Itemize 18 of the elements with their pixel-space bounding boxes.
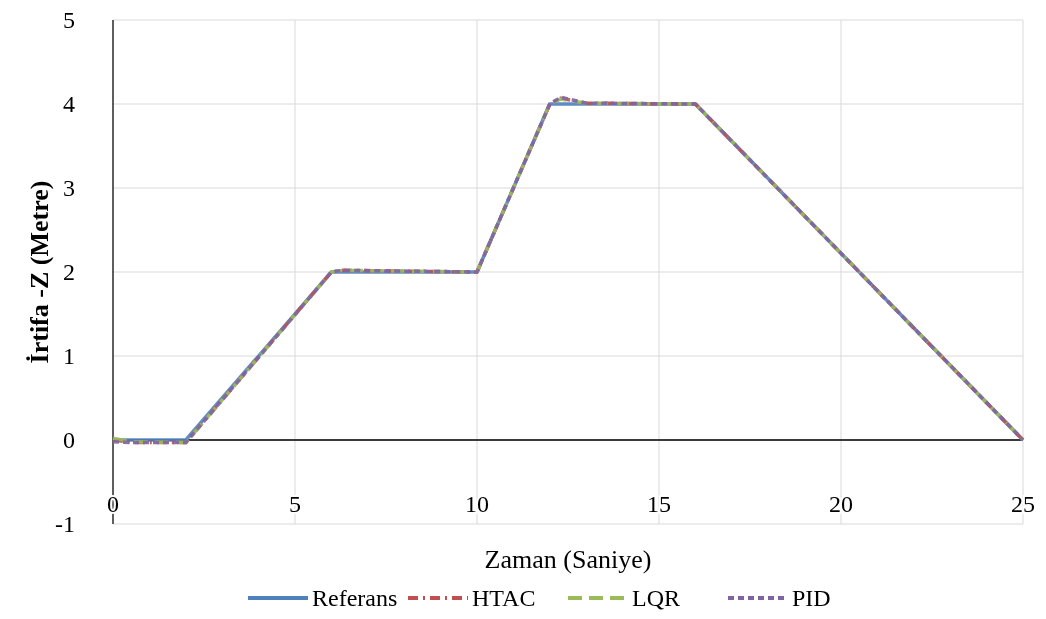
y-tick-label: 0 <box>63 427 75 454</box>
y-tick-label: 5 <box>63 7 75 34</box>
legend-label: LQR <box>632 585 680 611</box>
y-tick-label: 1 <box>63 343 75 370</box>
legend-label: Referans <box>312 585 398 611</box>
y-tick-label: -1 <box>55 511 75 538</box>
legend-label: PID <box>792 585 831 611</box>
x-tick-label: 20 <box>829 491 853 517</box>
y-tick-label: 3 <box>63 175 75 202</box>
x-axis-title: Zaman (Saniye) <box>484 545 652 574</box>
y-axis-title: İrtifa -Z (Metre) <box>25 180 54 364</box>
x-tick-label: 10 <box>465 491 489 517</box>
x-tick-label: 25 <box>1011 491 1035 517</box>
x-tick-label: 5 <box>289 491 301 517</box>
legend-label: HTAC <box>472 585 536 611</box>
x-tick-label: 15 <box>647 491 671 517</box>
y-tick-label: 2 <box>63 259 75 286</box>
y-tick-label: 4 <box>63 91 75 118</box>
